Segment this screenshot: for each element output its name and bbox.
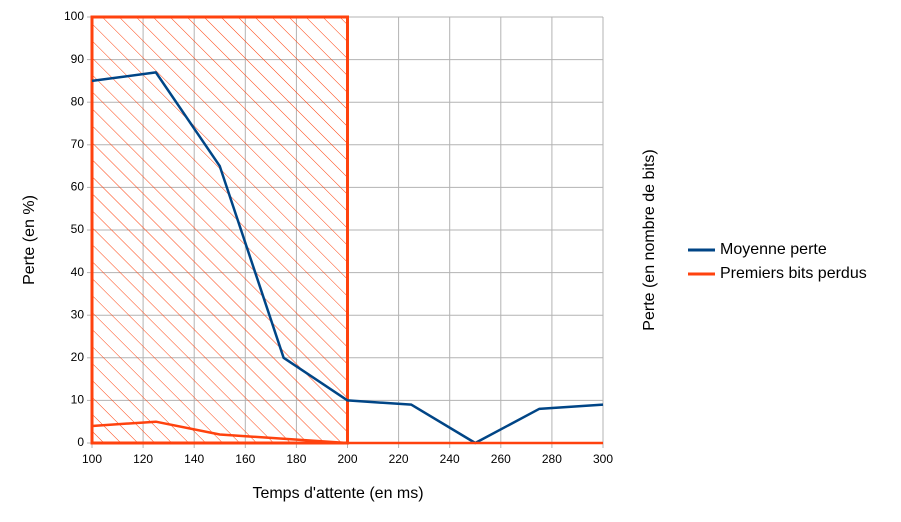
x-tick-label: 160 (235, 452, 255, 466)
x-tick-label: 260 (491, 452, 511, 466)
y-tick-label: 40 (71, 265, 85, 279)
x-tick-label: 180 (286, 452, 306, 466)
legend-text: Moyenne perte (720, 241, 827, 258)
x-tick-label: 240 (440, 452, 460, 466)
x-tick-label: 280 (542, 452, 562, 466)
y-tick-label: 90 (71, 52, 85, 66)
series-line (91, 420, 603, 445)
x-axis-title: Temps d'attente (en ms) (252, 485, 423, 502)
y-axis-title: Perte (en %) (21, 195, 38, 285)
series-line (91, 71, 604, 445)
y-tick-label: 30 (71, 307, 85, 321)
y-tick-label: 100 (64, 9, 84, 23)
x-tick-label: 220 (389, 452, 409, 466)
y-tick-label: 10 (71, 393, 85, 407)
legend-text: Premiers bits perdus (720, 265, 867, 282)
shaded-region (90, 15, 349, 445)
y2-axis-title: Perte (en nombre de bits) (641, 149, 658, 330)
x-tick-label: 200 (337, 452, 357, 466)
y-tick-label: 50 (71, 222, 85, 236)
y-tick-label: 20 (71, 350, 85, 364)
y-tick-label: 60 (71, 180, 85, 194)
x-tick-label: 300 (593, 452, 613, 466)
x-tick-label: 120 (133, 452, 153, 466)
y-tick-label: 80 (71, 94, 85, 108)
x-tick-label: 100 (82, 452, 102, 466)
y-tick-label: 70 (71, 137, 85, 151)
x-tick-label: 140 (184, 452, 204, 466)
y-tick-label: 0 (77, 435, 84, 449)
